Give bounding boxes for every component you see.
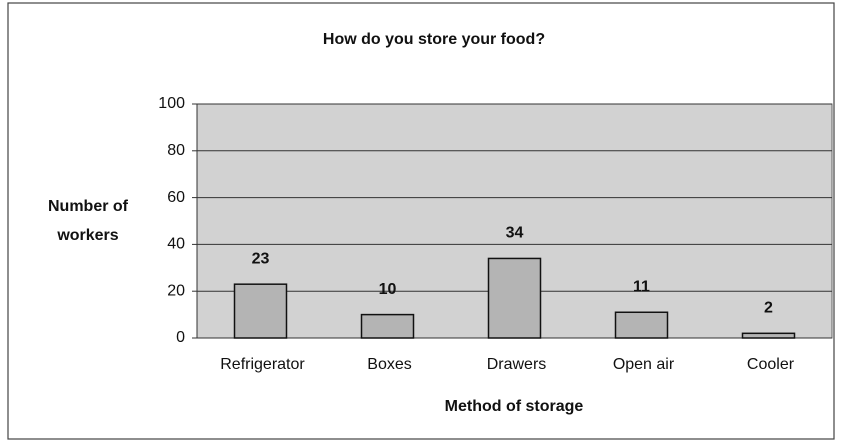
bar [487, 257, 542, 339]
x-axis-label: Method of storage [445, 398, 584, 415]
y-tick-label: 80 [167, 142, 185, 159]
y-tick-label: 100 [158, 95, 185, 112]
y-tick-label: 20 [167, 282, 185, 299]
bar [233, 283, 288, 339]
data-label: 23 [252, 250, 270, 267]
x-tick-label: Boxes [367, 356, 411, 373]
y-axis-label: workers [56, 227, 118, 244]
chart-title: How do you store your food? [323, 31, 545, 48]
y-tick-label: 60 [167, 189, 185, 206]
y-axis-label: Number of [48, 198, 129, 215]
x-tick-label: Refrigerator [220, 356, 305, 373]
bar [614, 311, 669, 339]
x-tick-label: Cooler [747, 356, 795, 373]
y-tick-label: 40 [167, 236, 185, 253]
y-tick-label: 0 [176, 329, 185, 346]
data-label: 11 [633, 278, 650, 295]
bar [741, 332, 796, 339]
x-tick-label: Drawers [487, 356, 547, 373]
data-label: 34 [506, 225, 524, 242]
data-label: 2 [764, 300, 773, 317]
bar [360, 313, 415, 339]
x-tick-label: Open air [613, 356, 675, 373]
data-label: 10 [379, 281, 397, 298]
